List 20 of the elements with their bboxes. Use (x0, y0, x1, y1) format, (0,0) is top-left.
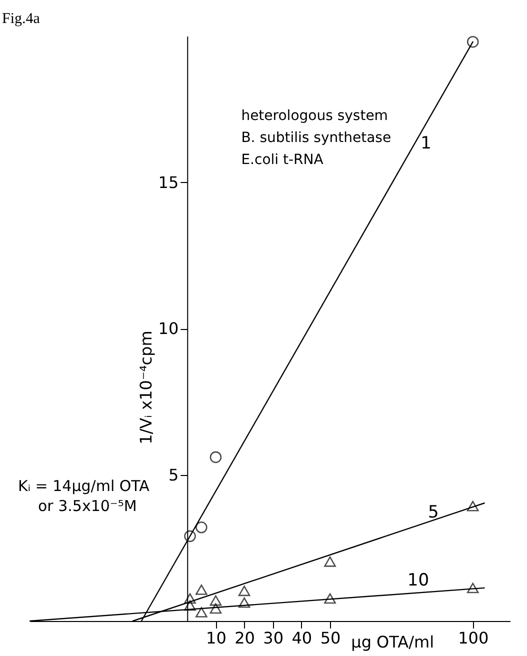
y-tick-label: 15 (158, 172, 179, 192)
x-tick-label: 30 (263, 628, 284, 648)
chart-title: Fig.4a (2, 11, 40, 28)
x-tick-label: 20 (234, 628, 255, 648)
annotation: Kᵢ = 14µg/ml OTA (18, 477, 150, 495)
annotation: E.coli t-RNA (241, 152, 324, 168)
annotation: or 3.5x10⁻⁵M (38, 497, 137, 515)
x-tick-label: 40 (292, 628, 312, 648)
x-axis-title: µg OTA/ml (351, 632, 434, 652)
y-tick-label: 10 (158, 319, 179, 338)
x-tick-label: 10 (206, 628, 226, 648)
x-tick-label: 100 (458, 628, 489, 648)
series-label: 1 (420, 134, 432, 154)
annotation: heterologous system (241, 108, 388, 124)
y-axis-title: 1/Vᵢ x10⁻⁴cpm (136, 330, 156, 444)
y-tick-label: 5 (168, 465, 179, 484)
series-label: 5 (428, 502, 439, 523)
series-label: 10 (407, 570, 430, 591)
annotation: B. subtilis synthetase (241, 130, 392, 146)
x-tick-label: 50 (320, 628, 341, 648)
